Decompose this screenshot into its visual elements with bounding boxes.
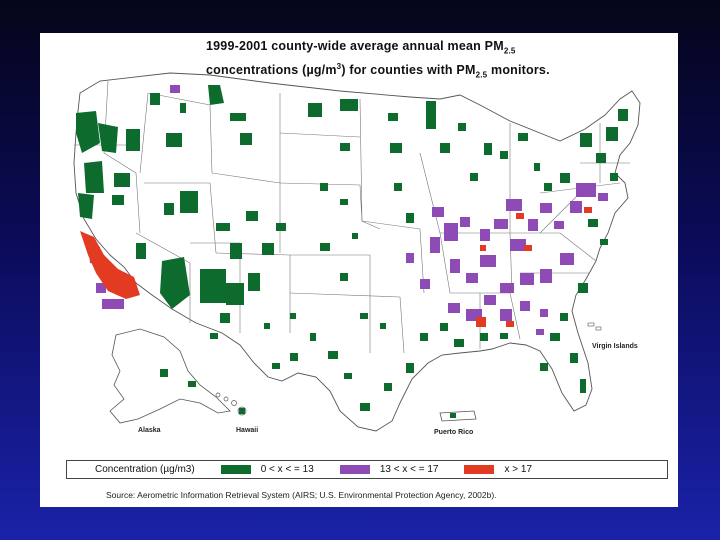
label-virgin-islands: Virgin Islands bbox=[592, 343, 638, 350]
label-alaska: Alaska bbox=[138, 427, 161, 434]
virgin-islands-outline bbox=[587, 322, 602, 331]
legend-swatch-mid bbox=[339, 465, 370, 474]
map-panel: 1999-2001 county-wide average annual mea… bbox=[40, 33, 678, 507]
title-line-2: concentrations (µg/m3) for counties with… bbox=[206, 59, 666, 83]
puerto-rico-county bbox=[450, 413, 456, 418]
legend-label-low: 0 < x < = 13 bbox=[260, 464, 314, 475]
alaska-county bbox=[188, 381, 196, 387]
unit-superscript: 3 bbox=[336, 61, 342, 71]
title-unit: µg/m bbox=[306, 62, 337, 77]
label-puerto-rico: Puerto Rico bbox=[434, 429, 474, 436]
alaska-county bbox=[160, 369, 168, 377]
us-outline bbox=[73, 72, 641, 432]
puerto-rico-outline bbox=[439, 410, 477, 422]
label-hawaii: Hawaii bbox=[236, 427, 259, 434]
legend: Concentration (µg/m3) 0 < x < = 13 13 < … bbox=[66, 460, 668, 479]
map-title: 1999-2001 county-wide average annual mea… bbox=[206, 39, 666, 82]
hawaii-county bbox=[239, 408, 245, 414]
legend-label-mid: 13 < x < = 17 bbox=[379, 464, 439, 475]
alaska-outline bbox=[109, 328, 231, 424]
pm-subscript: 2.5 bbox=[503, 46, 516, 56]
low-concentration-counties bbox=[76, 85, 628, 411]
mid-concentration-counties bbox=[88, 85, 608, 335]
legend-title: Concentration (µg/m3) bbox=[95, 464, 195, 475]
legend-item-high: x > 17 bbox=[464, 464, 532, 475]
title-line-2-text: concentrations ( bbox=[206, 62, 307, 77]
title-line-2-end: monitors. bbox=[487, 62, 550, 77]
us-county-map bbox=[73, 72, 641, 432]
legend-swatch-high bbox=[464, 465, 495, 474]
source-note: Source: Aerometric Information Retrieval… bbox=[106, 490, 497, 500]
legend-label-high: x > 17 bbox=[504, 464, 533, 475]
pm-subscript-2: 2.5 bbox=[475, 70, 488, 80]
legend-swatch-low bbox=[220, 465, 251, 474]
title-line-2-mid: ) for counties with PM bbox=[341, 62, 476, 77]
title-line-1-text: 1999-2001 county-wide average annual mea… bbox=[206, 39, 504, 53]
title-line-1: 1999-2001 county-wide average annual mea… bbox=[206, 39, 666, 59]
high-concentration-counties bbox=[80, 207, 592, 327]
legend-item-mid: 13 < x < = 17 bbox=[339, 464, 439, 475]
legend-item-low: 0 < x < = 13 bbox=[220, 464, 314, 475]
